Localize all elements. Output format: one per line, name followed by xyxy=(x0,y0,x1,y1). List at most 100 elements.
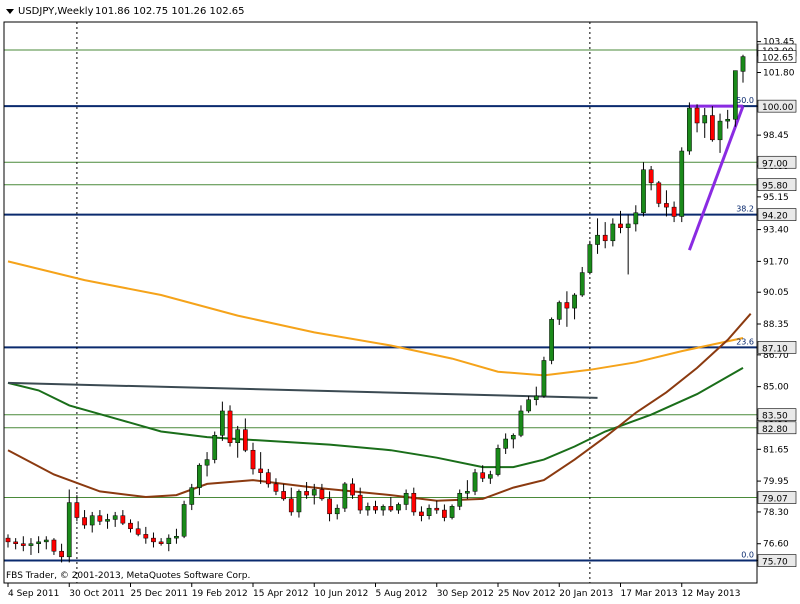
candle-body xyxy=(281,491,286,500)
price-tag-box xyxy=(757,155,797,169)
candle-body xyxy=(342,483,348,509)
y-tick-label: 81.65 xyxy=(763,445,789,455)
candle-body xyxy=(717,120,723,141)
candle-body xyxy=(120,515,126,524)
price-tag-label: 82.80 xyxy=(762,425,788,435)
candle-body xyxy=(503,438,509,449)
candle-body xyxy=(487,474,493,479)
price-tag-label: 87.10 xyxy=(762,344,788,354)
y-tick-label: 76.60 xyxy=(763,540,789,550)
x-tick-label: 25 Nov 2012 xyxy=(498,589,556,599)
candle-body xyxy=(74,502,80,518)
candle-body xyxy=(656,182,662,204)
candle-body xyxy=(158,541,164,544)
candle-body xyxy=(679,150,685,217)
candle-body xyxy=(740,56,746,72)
candle-body xyxy=(296,491,302,513)
candle-body xyxy=(265,472,271,485)
candle-body xyxy=(128,522,133,530)
x-tick-label: 15 Apr 2012 xyxy=(253,589,309,599)
horizontal-levels xyxy=(4,49,757,562)
candle-body xyxy=(510,435,516,440)
candle-body xyxy=(526,399,531,412)
candle-body xyxy=(442,509,447,518)
price-tags: 103.00100.0097.0095.8094.2087.1083.5082.… xyxy=(757,43,797,568)
candle-body xyxy=(242,429,248,451)
price-tag-box xyxy=(757,408,797,422)
candle-body xyxy=(235,429,241,444)
candle-body xyxy=(625,223,631,228)
candle-body xyxy=(174,536,179,539)
candle-body xyxy=(403,492,409,505)
candle-body xyxy=(197,464,202,488)
candle-body xyxy=(564,302,570,309)
price-tag-box xyxy=(757,208,797,221)
current-price-tag: 102.65 xyxy=(762,54,794,64)
candle-body xyxy=(518,410,524,436)
candle-body xyxy=(334,507,340,515)
y-tick-label: 90.05 xyxy=(763,288,789,298)
y-tick-label: 95.15 xyxy=(763,193,789,203)
y-tick-label: 85.00 xyxy=(763,383,789,393)
candle-body xyxy=(411,492,417,513)
candle-body xyxy=(311,489,317,496)
candle-body xyxy=(135,528,141,535)
candle-body xyxy=(633,212,639,225)
candle-body xyxy=(579,272,585,296)
x-tick-label: 5 Aug 2012 xyxy=(376,589,428,599)
candle-body xyxy=(327,498,332,515)
candle-body xyxy=(288,498,294,513)
vertical-dotted-lines xyxy=(76,22,591,583)
price-tag-label: 83.50 xyxy=(762,412,788,422)
price-tag-label: 79.07 xyxy=(762,495,788,505)
x-tick-label: 12 May 2013 xyxy=(682,589,741,599)
candle-body xyxy=(595,234,600,245)
x-tick-label: 4 Sep 2011 xyxy=(8,589,59,599)
candle-body xyxy=(13,541,19,544)
candle-body xyxy=(250,449,256,470)
y-tick-label: 101.80 xyxy=(763,68,795,78)
x-tick-label: 25 Dec 2011 xyxy=(131,589,189,599)
candle-body xyxy=(671,206,677,217)
candle-body xyxy=(28,543,34,546)
fib-level-label: 23.6 xyxy=(736,337,754,346)
price-tag-box xyxy=(757,178,797,191)
candle-body xyxy=(82,517,87,526)
candle-body xyxy=(388,506,394,511)
candle-body xyxy=(480,472,486,479)
candle-body xyxy=(380,506,386,511)
candle-body xyxy=(365,506,371,511)
y-tick-label: 103.45 xyxy=(763,38,795,48)
candle-body xyxy=(143,534,149,539)
candle-body xyxy=(664,203,669,208)
price-tag-label: 75.70 xyxy=(762,558,788,568)
moving-average-orange xyxy=(7,260,744,377)
plot-frame xyxy=(3,21,758,584)
symbol-label: USDJPY,Weekly xyxy=(18,6,94,17)
price-tag-box xyxy=(757,421,797,435)
x-tick-label: 20 Jan 2013 xyxy=(559,589,613,599)
candle-body xyxy=(457,492,463,507)
fib-labels: 50.0 38.2 23.6 0.0 xyxy=(736,96,754,559)
fib-level-label: 38.2 xyxy=(736,205,754,214)
candle-body xyxy=(166,537,172,544)
x-tick-label: 30 Sep 2012 xyxy=(437,589,494,599)
candle-body xyxy=(258,468,264,473)
candle-body xyxy=(151,537,156,543)
price-tag-box xyxy=(757,99,797,113)
candle-body xyxy=(304,491,309,496)
candle-body xyxy=(5,537,11,543)
candle-body xyxy=(556,302,562,320)
x-tick-label: 30 Oct 2011 xyxy=(69,589,125,599)
candle-body xyxy=(51,539,57,552)
price-tag-label: 97.00 xyxy=(762,159,788,169)
x-tick-label: 19 Feb 2012 xyxy=(192,589,248,599)
candle-body xyxy=(610,223,616,242)
candle-body xyxy=(641,169,646,213)
x-tick-label: 17 Mar 2013 xyxy=(621,589,678,599)
candle-body xyxy=(572,294,577,309)
dropdown-arrow-icon[interactable] xyxy=(6,9,14,14)
